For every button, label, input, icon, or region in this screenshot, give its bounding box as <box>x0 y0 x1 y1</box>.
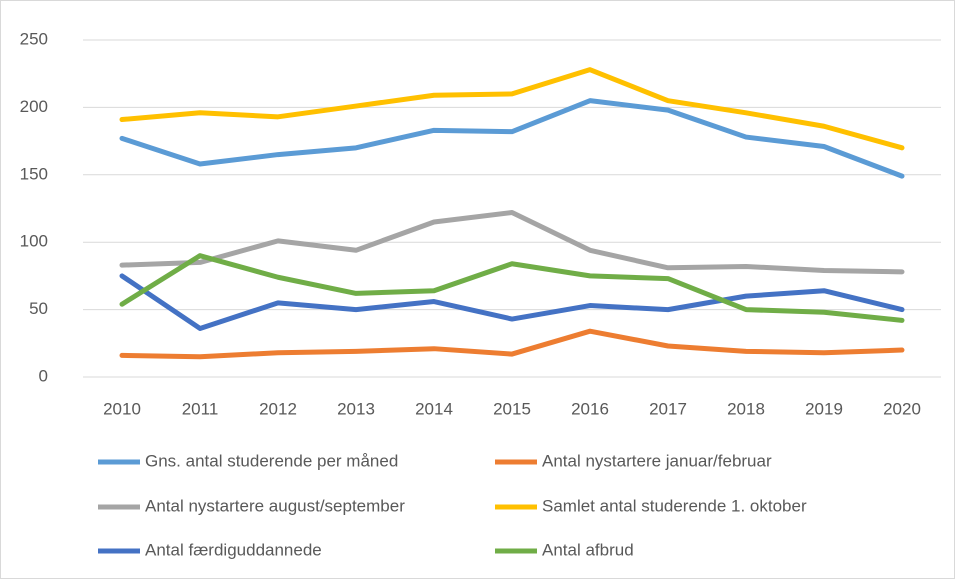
y-tick-label: 100 <box>20 232 48 251</box>
legend-label: Antal færdiguddannede <box>145 540 322 559</box>
legend-label: Gns. antal studerende per måned <box>145 451 398 470</box>
x-tick-label: 2010 <box>103 399 141 418</box>
legend-label: Antal afbrud <box>542 540 634 559</box>
x-tick-label: 2020 <box>883 399 921 418</box>
legend-label: Antal nystartere januar/februar <box>542 451 772 470</box>
y-tick-label: 200 <box>20 97 48 116</box>
y-tick-label: 150 <box>20 164 48 183</box>
x-tick-label: 2015 <box>493 399 531 418</box>
x-tick-label: 2016 <box>571 399 609 418</box>
series-line <box>119 98 905 179</box>
series-line <box>119 210 905 275</box>
series-line <box>119 253 905 323</box>
x-tick-label: 2011 <box>182 399 219 418</box>
x-tick-label: 2019 <box>805 399 843 418</box>
series-line <box>119 67 905 151</box>
series-line <box>119 273 905 331</box>
y-tick-label: 0 <box>39 366 48 385</box>
x-tick-label: 2013 <box>337 399 375 418</box>
x-tick-label: 2014 <box>415 399 453 418</box>
y-tick-label: 250 <box>20 29 48 48</box>
legend-label: Antal nystartere august/september <box>145 496 405 515</box>
series-line <box>119 328 905 360</box>
y-tick-label: 50 <box>29 299 48 318</box>
x-tick-label: 2017 <box>649 399 687 418</box>
x-tick-label: 2012 <box>259 399 297 418</box>
x-tick-label: 2018 <box>727 399 765 418</box>
legend-label: Samlet antal studerende 1. oktober <box>542 496 807 515</box>
